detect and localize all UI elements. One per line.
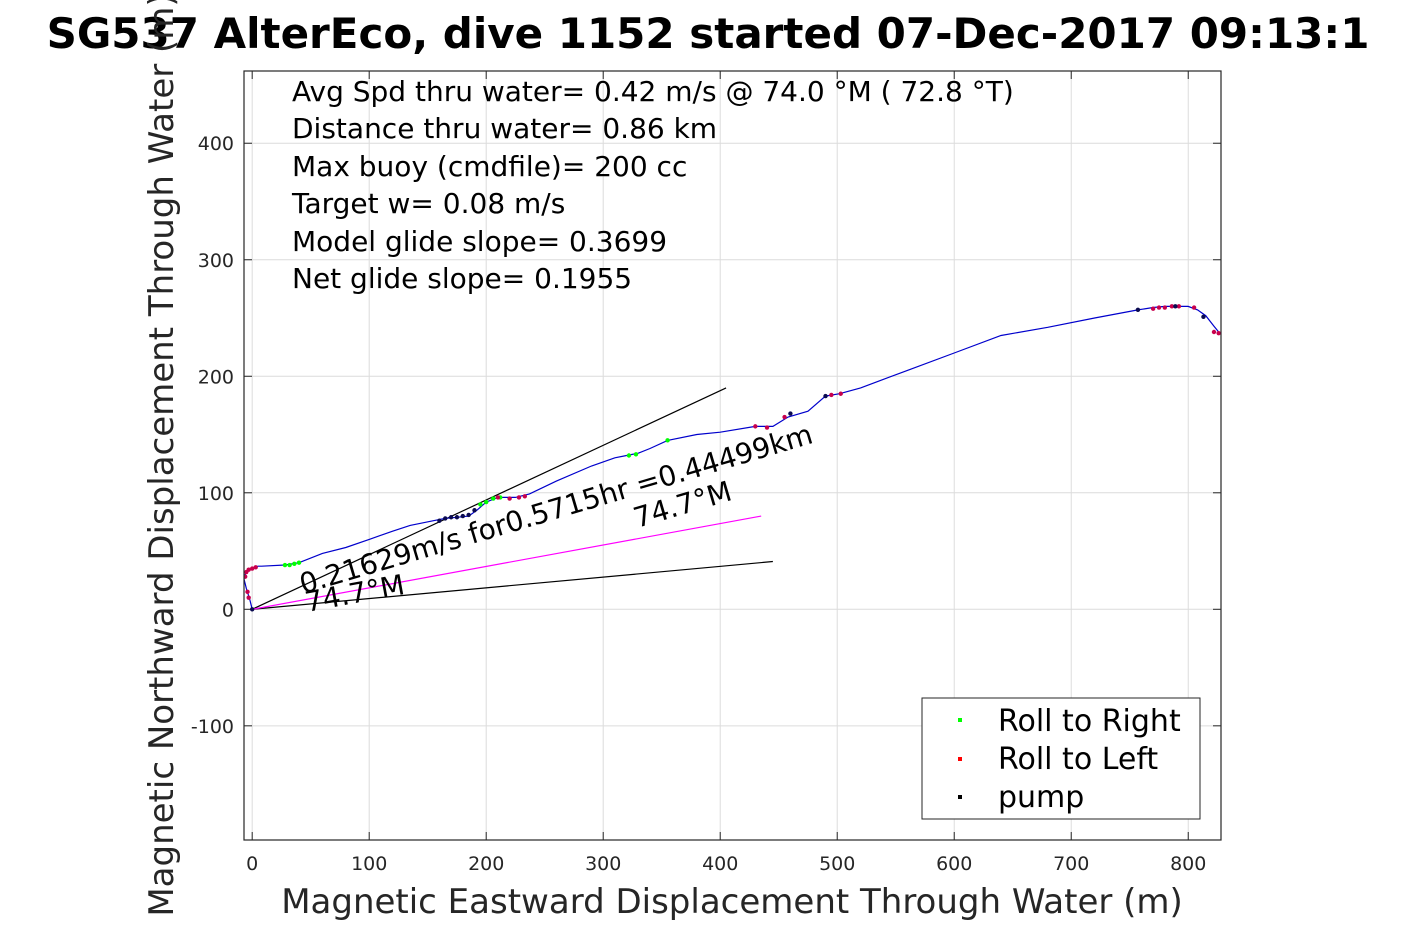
roll-right-point bbox=[282, 562, 288, 568]
roll-left-point bbox=[1191, 305, 1197, 310]
pump-point bbox=[437, 518, 442, 523]
legend: Roll to Right Roll to Left pump bbox=[921, 697, 1201, 820]
roll-left-point bbox=[829, 392, 834, 398]
pump-point bbox=[460, 513, 466, 519]
roll-left-point bbox=[244, 574, 248, 579]
legend-marker-pump bbox=[958, 795, 962, 799]
roll-left-point bbox=[522, 494, 528, 499]
stat-model-glide-slope: Model glide slope= 0.3699 bbox=[292, 225, 667, 258]
legend-label-roll-left: Roll to Left bbox=[998, 742, 1158, 777]
heading-line bbox=[252, 515, 762, 610]
pump-point bbox=[1135, 307, 1141, 313]
roll-left-point bbox=[507, 496, 512, 501]
plot-frame bbox=[243, 70, 1222, 841]
x-tick-label: 400 bbox=[702, 853, 738, 875]
pump-point bbox=[823, 393, 828, 399]
x-tick-label: 800 bbox=[1170, 853, 1206, 875]
x-tick-label: 100 bbox=[351, 853, 387, 875]
x-tick-label: 600 bbox=[936, 853, 972, 875]
x-tick-label: 300 bbox=[585, 853, 621, 875]
pump-point bbox=[443, 516, 448, 521]
roll-left-point bbox=[1216, 330, 1221, 336]
stat-avg-speed: Avg Spd thru water= 0.42 m/s @ 74.0 °M (… bbox=[292, 75, 1014, 108]
legend-label-pump: pump bbox=[998, 780, 1084, 815]
legend-label-roll-right: Roll to Right bbox=[998, 704, 1181, 739]
roll-left-point bbox=[495, 495, 501, 500]
roll-right-point bbox=[292, 561, 297, 567]
roll-right-point bbox=[665, 438, 670, 443]
roll-left-point bbox=[1150, 306, 1156, 311]
legend-marker-roll-right bbox=[958, 718, 962, 722]
y-axis-label: Magnetic Northward Displacement Through … bbox=[142, 0, 182, 917]
roll-right-point bbox=[491, 496, 496, 501]
roll-left-point bbox=[1162, 305, 1168, 310]
stat-target-w: Target w= 0.08 m/s bbox=[291, 187, 565, 220]
x-axis-label: Magnetic Eastward Displacement Through W… bbox=[281, 882, 1183, 922]
y-tick-label: 100 bbox=[198, 483, 234, 505]
roll-right-point bbox=[478, 502, 483, 507]
roll-left-point bbox=[253, 565, 258, 570]
stats-text-block: Avg Spd thru water= 0.42 m/s @ 74.0 °M (… bbox=[291, 75, 1014, 295]
y-tick-label: -100 bbox=[191, 716, 234, 738]
pump-point bbox=[788, 411, 793, 416]
pump-point bbox=[466, 512, 471, 518]
pump-point bbox=[249, 607, 255, 612]
roll-right-point bbox=[484, 499, 489, 505]
roll-left-point bbox=[838, 391, 843, 396]
legend-box bbox=[921, 697, 1201, 820]
track-line bbox=[244, 305, 1220, 610]
y-tick-label: 300 bbox=[198, 250, 234, 272]
roll-right-point bbox=[296, 560, 302, 565]
stat-net-glide-slope: Net glide slope= 0.1955 bbox=[292, 262, 632, 295]
x-tick-label: 200 bbox=[468, 853, 504, 875]
axis-ticks: 0 100 200 300 400 500 600 700 800 -100 0 100 200 300 4… bbox=[191, 71, 1221, 875]
roll-left-point bbox=[753, 424, 758, 429]
y-tick-label: 0 bbox=[222, 599, 234, 621]
roll-left-point bbox=[246, 595, 251, 600]
roll-right-point bbox=[633, 452, 639, 457]
roll-left-point bbox=[245, 589, 250, 595]
roll-right-point bbox=[287, 562, 292, 568]
pump-point bbox=[454, 515, 460, 520]
chart-title: SG537 AlterEco, dive 1152 started 07-Dec… bbox=[47, 9, 1370, 58]
x-tick-label: 700 bbox=[1053, 853, 1089, 875]
glide-slope-line-0 bbox=[251, 387, 727, 610]
roll-left-point bbox=[1169, 304, 1175, 309]
roll-left-point bbox=[782, 414, 787, 420]
pump-point bbox=[1201, 314, 1206, 320]
stat-max-buoy: Max buoy (cmdfile)= 200 cc bbox=[292, 150, 687, 183]
roll-left-point bbox=[249, 566, 255, 571]
x-tick-label: 0 bbox=[246, 853, 258, 875]
roll-left-point bbox=[516, 495, 522, 500]
roll-left-point bbox=[1156, 305, 1162, 310]
y-tick-label: 400 bbox=[198, 133, 234, 155]
pump-point bbox=[448, 515, 454, 520]
x-tick-label: 500 bbox=[819, 853, 855, 875]
roll-left-point bbox=[764, 425, 770, 430]
glide-slope-line-1 bbox=[252, 560, 773, 610]
y-tick-label: 200 bbox=[198, 366, 234, 388]
pump-point bbox=[472, 508, 477, 513]
roll-right-point bbox=[626, 453, 632, 458]
roll-left-point bbox=[1211, 329, 1217, 335]
stat-distance: Distance thru water= 0.86 km bbox=[292, 112, 717, 145]
plot-content bbox=[244, 304, 1221, 612]
roll-left-point bbox=[1176, 304, 1182, 309]
pump-point bbox=[1173, 304, 1178, 309]
roll-left-point bbox=[246, 567, 251, 572]
legend-marker-roll-left bbox=[958, 757, 962, 761]
